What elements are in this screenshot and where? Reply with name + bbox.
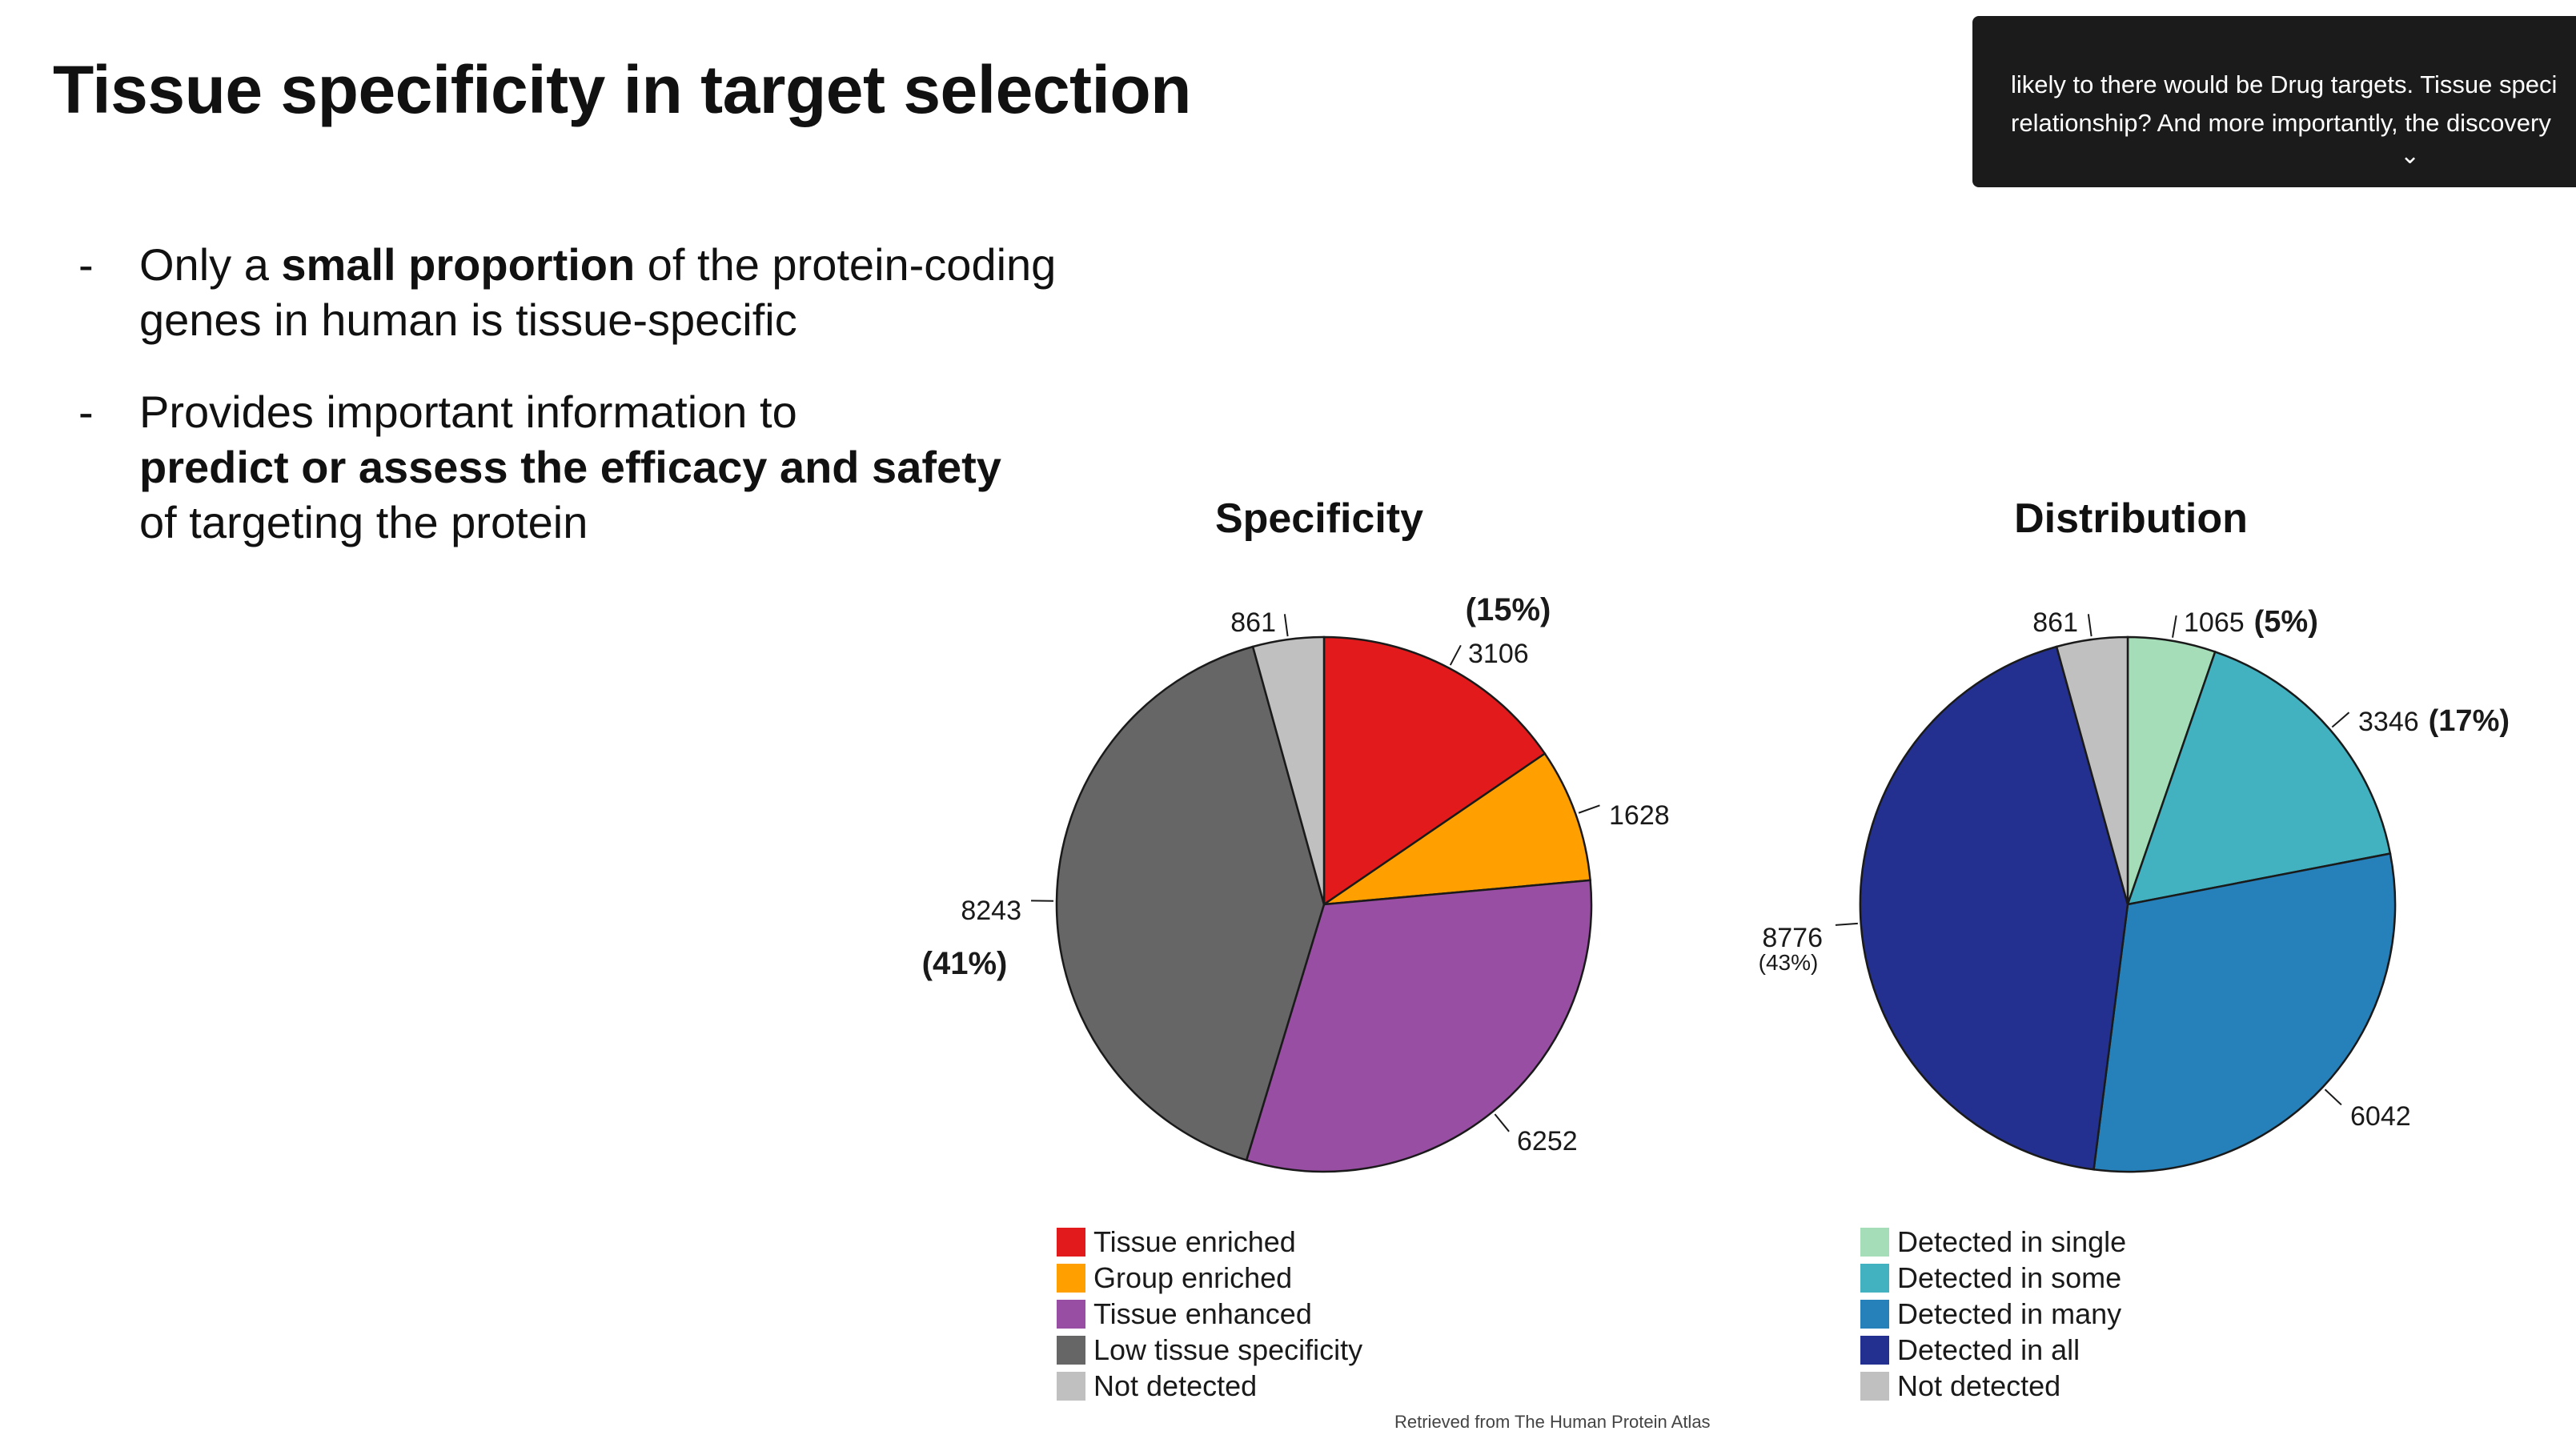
legend-swatch (1057, 1372, 1085, 1401)
pie-slice (2092, 852, 2397, 1173)
bullet-item: - Provides important information to pred… (78, 384, 1119, 550)
legend-swatch (1860, 1264, 1889, 1293)
slide-title: Tissue specificity in target selection (53, 52, 1191, 127)
bullet-text: of targeting the protein (139, 497, 588, 547)
leader-line (1494, 1113, 1510, 1132)
caption-line: likely to there would be Drug targets. T… (2011, 70, 2558, 98)
pie-slice (1055, 645, 1326, 1162)
pie-slice (1245, 879, 1593, 1173)
caption-overlay[interactable]: likely to there would be Drug targets. T… (1972, 16, 2576, 187)
leader-line (1578, 804, 1600, 814)
legend-swatch (1860, 1372, 1889, 1401)
bullet-text: genes in human is tissue-specific (139, 295, 797, 345)
slice-value-label: 861 (2032, 607, 2078, 638)
bullet-text: Only a (139, 239, 282, 290)
bullet-dash: - (78, 387, 94, 437)
slice-value-label: 1065 (5%) (2184, 605, 2318, 639)
legend-label: Low tissue specificity (1093, 1333, 1362, 1366)
pie-slice (1322, 635, 1547, 907)
slice-percent-label: (41%) (922, 946, 1008, 981)
legend-swatch (1057, 1300, 1085, 1329)
bullet-list: - Only a small proportion of the protein… (78, 237, 1119, 587)
chart-title: Distribution (2014, 495, 2248, 542)
caption-line: relationship? And more importantly, the … (2011, 109, 2551, 137)
legend-swatch (1057, 1264, 1085, 1293)
slice-percent-label: (43%) (1759, 950, 1819, 975)
slice-value-label: 861 (1230, 607, 1276, 638)
pie-chart-0: Specificity 3106 (15%) Tissue enriched 1628 G… (922, 495, 1670, 1402)
leader-line (2087, 614, 2092, 637)
slice-value-label: 3106 (1468, 639, 1529, 669)
slice-value-label: 3346 (17%) (2358, 704, 2510, 738)
leader-line (2331, 711, 2350, 728)
legend-label: Tissue enhanced (1093, 1297, 1312, 1330)
slice-value-label: 6042 (2350, 1101, 2411, 1132)
legend-swatch (1860, 1300, 1889, 1329)
pie-chart-1: Distribution 1065 (5%) Detected in single 33… (1759, 495, 2510, 1402)
legend-label: Detected in many (1897, 1297, 2121, 1330)
legend-swatch (1860, 1336, 1889, 1365)
bullet-line: genes in human is tissue-specific (139, 292, 1119, 347)
bullet-line: of targeting the protein (139, 495, 1119, 550)
legend-label: Detected in some (1897, 1261, 2121, 1294)
slice-percent-label: (17%) (2429, 704, 2510, 738)
legend-swatch (1057, 1336, 1085, 1365)
bullet-text-bold: predict or assess the efficacy and safet… (139, 442, 1001, 492)
legend-label: Detected in single (1897, 1225, 2126, 1258)
bullet-item: - Only a small proportion of the protein… (78, 237, 1119, 347)
pie-slice (2126, 650, 2392, 906)
slice-percent-label: (5%) (2254, 605, 2318, 639)
slice-value-label: 8776 (1762, 923, 1823, 953)
leader-line (2172, 615, 2177, 638)
pie-slice (1251, 635, 1326, 905)
legend-label: Detected in all (1897, 1333, 2080, 1366)
legend-label: Tissue enriched (1093, 1225, 1296, 1258)
slice-percent-label: (15%) (1466, 592, 1551, 627)
pie-slice (1859, 645, 2129, 1171)
legend-label: Group enriched (1093, 1261, 1292, 1294)
bullet-dash: - (78, 239, 94, 290)
legend-label: Not detected (1897, 1369, 2060, 1402)
legend-swatch (1057, 1228, 1085, 1257)
leader-line (2324, 1088, 2342, 1106)
slice-value-label: 6252 (1517, 1126, 1578, 1156)
chart-title: Specificity (1215, 495, 1423, 542)
legend-label: Not detected (1093, 1369, 1257, 1402)
leader-line (1283, 614, 1289, 637)
bullet-line: Provides important information to (139, 384, 1119, 439)
leader-line (1449, 644, 1462, 666)
source-credit: Retrieved from The Human Protein Atlas (1394, 1412, 1711, 1432)
bullet-text-bold: small proportion (281, 239, 636, 290)
leader-line (1835, 922, 1858, 926)
pie-slice (2055, 635, 2129, 905)
slice-value-label: 8243 (961, 896, 1021, 926)
bullet-line: predict or assess the efficacy and safet… (139, 439, 1119, 495)
slice-value-label: 1628 (1609, 800, 1670, 831)
pie-slice (1320, 752, 1591, 906)
legend-swatch (1860, 1228, 1889, 1257)
bullet-line: Only a small proportion of the protein-c… (139, 237, 1119, 292)
bullet-text: Provides important information to (139, 387, 797, 437)
chevron-down-icon[interactable]: ⌄ (2400, 142, 2421, 169)
bullet-text: of the protein-coding (635, 239, 1057, 290)
